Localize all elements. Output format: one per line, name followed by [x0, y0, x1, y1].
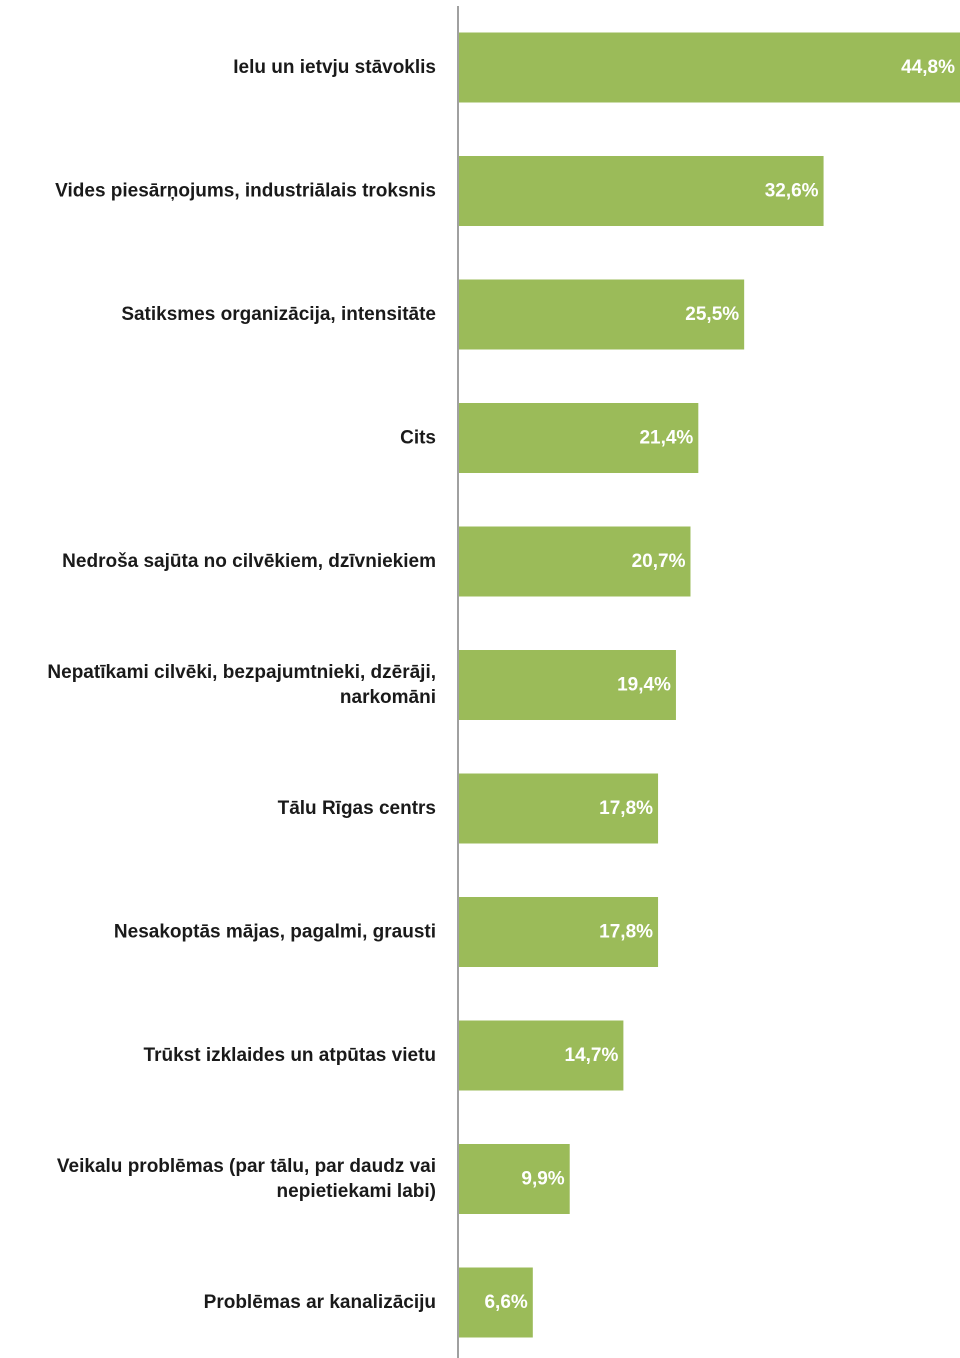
bar-value-label: 17,8% [599, 798, 653, 819]
bar [459, 279, 745, 350]
bar-value-label: 25,5% [685, 304, 739, 325]
bars-layer: 44,8% 32,6% 25,5% 21,4% 20,7% 19,4% 17,8% 17,8%… [459, 32, 960, 1338]
category-label: Satiksmes organizācija, intensitāte [121, 304, 436, 325]
category-labels-layer: Ielu un ietvju stāvoklis Vides piesārņoju… [47, 57, 436, 1313]
category-label: Ielu un ietvju stāvoklis [233, 57, 436, 78]
bar-value-label: 19,4% [617, 675, 671, 696]
bar [459, 32, 960, 103]
category-label: Nesakoptās mājas, pagalmi, grausti [114, 922, 436, 943]
category-label: Tālu Rīgas centrs [278, 798, 436, 819]
category-label: narkomāni [340, 687, 436, 708]
bar-value-label: 44,8% [901, 57, 955, 78]
bar-value-label: 17,8% [599, 922, 653, 943]
category-label: Cits [400, 428, 436, 449]
bar-value-label: 32,6% [765, 181, 819, 202]
category-label: Trūkst izklaides un atpūtas vietu [144, 1045, 436, 1066]
bar [459, 526, 691, 597]
bar-value-label: 14,7% [565, 1045, 619, 1066]
category-label: Nedroša sajūta no cilvēkiem, dzīvniekiem [62, 551, 436, 572]
bar [459, 1020, 624, 1091]
category-label: Nepatīkami cilvēki, bezpajumtnieki, dzēr… [47, 662, 436, 683]
bar [459, 773, 659, 844]
bar-value-label: 21,4% [639, 428, 693, 449]
bar [459, 1144, 570, 1214]
bar-value-label: 9,9% [521, 1169, 564, 1190]
bar [459, 1267, 533, 1338]
bar [459, 650, 676, 720]
category-label: nepietiekami labi) [277, 1181, 436, 1202]
category-label: Veikalu problēmas (par tālu, par daudz v… [57, 1156, 436, 1177]
bar [459, 156, 824, 226]
bar-value-label: 6,6% [484, 1292, 527, 1313]
bar [459, 897, 659, 967]
bar [459, 403, 699, 473]
category-label: Vides piesārņojums, industriālais troksn… [55, 181, 436, 202]
category-label: Problēmas ar kanalizāciju [204, 1292, 436, 1313]
bar-value-label: 20,7% [632, 551, 686, 572]
